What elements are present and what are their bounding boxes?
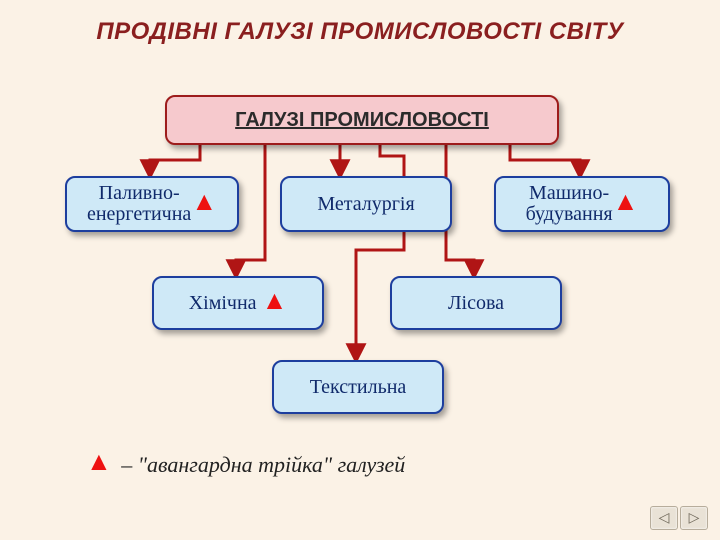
node-label: Лісова [448,293,504,314]
prev-slide-button[interactable]: ◁ [650,506,678,530]
page-title: ПРОДІВНІ ГАЛУЗІ ПРОМИСЛОВОСТІ СВІТУ [0,18,720,46]
legend: ▲ – "авангардна трійка" галузей [86,452,405,478]
node-label: Машино-будування [526,183,613,225]
legend-text: – "авангардна трійка" галузей [121,452,405,477]
node-metallurgy: Металургія [280,176,452,232]
node-chemical: Хімічна ▲ [152,276,324,330]
next-slide-button[interactable]: ▷ [680,506,708,530]
triangle-icon: ▲ [86,447,112,476]
root-box: ГАЛУЗІ ПРОМИСЛОВОСТІ [165,95,559,145]
node-label: Металургія [317,194,414,215]
node-label: Текстильна [310,377,407,398]
node-textile: Текстильна [272,360,444,414]
node-forestry: Лісова [390,276,562,330]
node-label: Паливно-енергетична [87,183,191,225]
node-label: Хімічна [189,293,257,314]
node-machine-building: Машино-будування ▲ [494,176,670,232]
slide-nav: ◁ ▷ [650,506,708,530]
node-fuel-energy: Паливно-енергетична ▲ [65,176,239,232]
root-label: ГАЛУЗІ ПРОМИСЛОВОСТІ [235,110,489,131]
